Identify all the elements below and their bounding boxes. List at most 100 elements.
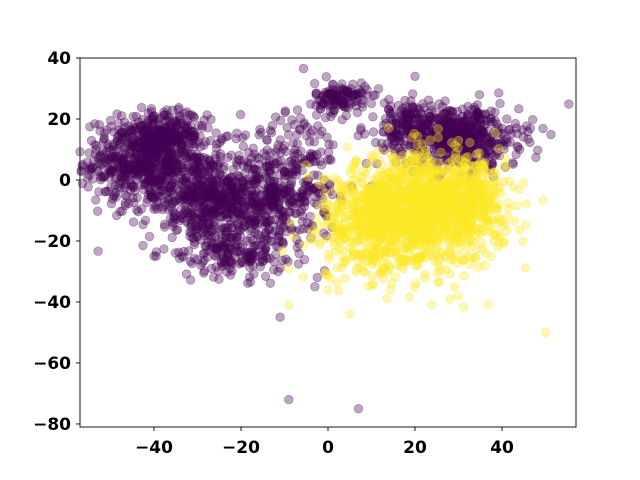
point-purple — [210, 153, 221, 164]
point-purple — [130, 135, 141, 145]
point-purple — [245, 277, 256, 287]
point-purple — [192, 152, 202, 162]
point-purple — [105, 145, 115, 155]
point-purple — [105, 153, 116, 164]
point-purple — [353, 404, 364, 414]
point-purple — [148, 193, 159, 203]
point-purple — [199, 268, 209, 278]
point-purple — [341, 110, 352, 121]
point-purple — [128, 182, 138, 192]
point-purple — [82, 157, 92, 167]
point-purple — [166, 168, 177, 178]
point-purple — [199, 140, 209, 150]
point-purple — [160, 166, 170, 177]
point-purple — [202, 110, 212, 120]
point-purple — [112, 143, 123, 154]
point-purple — [147, 118, 158, 128]
point-purple — [120, 200, 131, 211]
point-purple — [105, 182, 116, 192]
point-purple — [426, 101, 436, 111]
point-purple — [207, 226, 218, 236]
point-purple — [150, 149, 161, 160]
point-purple — [148, 148, 159, 159]
point-purple — [163, 157, 173, 167]
point-purple — [99, 171, 109, 182]
point-purple — [249, 269, 259, 279]
point-purple — [158, 186, 168, 196]
point-purple — [82, 173, 93, 183]
point-purple — [108, 144, 118, 155]
point-purple — [89, 156, 99, 166]
point-purple — [138, 126, 148, 137]
point-yellow — [493, 182, 504, 193]
point-purple — [149, 158, 159, 169]
point-yellow — [277, 246, 288, 256]
point-purple — [98, 137, 109, 147]
point-purple — [175, 160, 186, 171]
point-purple — [112, 151, 123, 162]
point-purple — [165, 147, 176, 157]
point-purple — [353, 130, 363, 141]
point-purple — [199, 115, 209, 125]
point-purple — [127, 132, 137, 143]
point-purple — [175, 169, 186, 180]
point-yellow — [422, 158, 432, 169]
point-yellow — [387, 173, 397, 183]
point-purple — [150, 144, 160, 154]
point-yellow — [540, 327, 551, 338]
point-purple — [113, 118, 124, 128]
point-purple — [316, 147, 326, 157]
point-yellow — [499, 161, 509, 171]
point-purple — [151, 176, 162, 186]
x-tick-label: −20 — [222, 438, 260, 458]
point-purple — [310, 78, 320, 89]
point-purple — [162, 174, 172, 185]
point-yellow — [368, 152, 378, 162]
point-purple — [170, 196, 180, 206]
point-purple — [156, 173, 166, 183]
point-purple — [97, 149, 108, 160]
point-purple — [268, 265, 279, 275]
point-purple — [112, 135, 123, 146]
point-purple — [147, 177, 158, 188]
point-purple — [99, 133, 110, 144]
point-purple — [156, 171, 167, 181]
point-yellow — [538, 195, 548, 206]
point-purple — [143, 171, 154, 182]
point-purple — [288, 138, 298, 148]
point-purple — [232, 198, 243, 209]
point-purple — [137, 166, 148, 177]
point-purple — [138, 125, 148, 135]
point-purple — [283, 130, 294, 140]
point-yellow — [414, 166, 425, 177]
point-purple — [104, 142, 114, 153]
point-purple — [167, 171, 178, 181]
point-purple — [162, 167, 173, 177]
point-purple — [419, 121, 430, 131]
point-purple — [147, 113, 158, 124]
point-purple — [290, 208, 300, 219]
point-purple — [151, 174, 162, 184]
point-purple — [219, 161, 229, 171]
point-purple — [204, 156, 214, 166]
point-purple — [76, 165, 87, 176]
point-purple — [115, 183, 125, 194]
point-yellow — [466, 198, 476, 209]
point-purple — [106, 165, 117, 175]
point-purple — [133, 171, 143, 181]
point-yellow — [354, 211, 364, 222]
point-purple — [255, 124, 265, 135]
point-purple — [127, 137, 137, 148]
point-purple — [125, 175, 135, 185]
point-purple — [171, 159, 182, 169]
point-purple — [146, 162, 156, 172]
point-purple — [131, 165, 142, 175]
point-purple — [99, 128, 110, 138]
point-purple — [169, 166, 179, 176]
point-purple — [129, 182, 139, 193]
point-yellow — [381, 210, 391, 221]
point-yellow — [369, 215, 379, 226]
point-yellow — [500, 152, 510, 163]
point-purple — [126, 181, 137, 191]
point-purple — [108, 166, 118, 177]
